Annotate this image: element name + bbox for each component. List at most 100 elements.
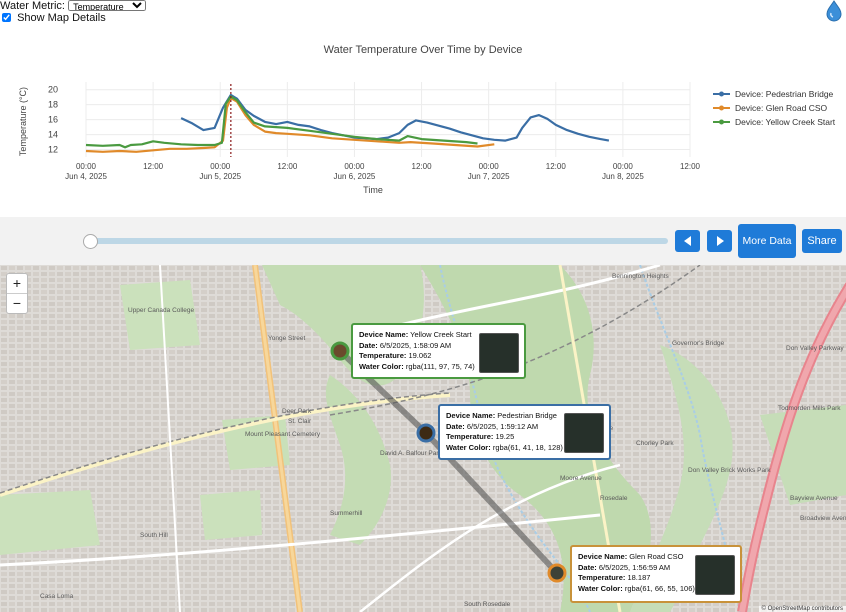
popup-device-name: Pedestrian Bridge: [497, 411, 557, 420]
timeline-bar: More Data Share: [0, 217, 846, 265]
more-data-button[interactable]: More Data: [738, 224, 796, 258]
metric-row: Water Metric: Temperature: [0, 0, 147, 12]
triangle-right-icon: [716, 236, 724, 246]
x-tick-time: 12:00: [412, 162, 433, 171]
chart-title: Water Temperature Over Time by Device: [324, 44, 523, 56]
x-tick-time: 12:00: [277, 162, 298, 171]
popup-water-color: rgba(61, 41, 18, 128): [492, 442, 563, 452]
series-line-2[interactable]: [85, 95, 478, 149]
popup-date: 6/5/2025, 1:58:09 AM: [379, 340, 452, 350]
popup-device-name: Yellow Creek Start: [410, 330, 472, 339]
series-line-0[interactable]: [180, 93, 610, 142]
map-place-label: Bennington Heights: [612, 273, 669, 280]
map-place-label: Bayview Avenue: [790, 495, 838, 502]
popup-temperature: 19.062: [408, 351, 432, 360]
map-place-label: St. Clair: [288, 418, 312, 425]
temperature-chart: Water Temperature Over Time by Device Te…: [18, 44, 836, 195]
popup-date-line: Date: 6/5/2025, 1:56:59 AM: [578, 562, 671, 572]
map-place-label: David A. Balfour Park: [380, 450, 442, 457]
x-tick-time: 00:00: [479, 162, 500, 171]
y-tick-label: 18: [48, 100, 58, 110]
show-details-checkbox[interactable]: [2, 13, 11, 22]
map-place-label: South Rosedale: [464, 601, 511, 608]
zoom-out-button[interactable]: −: [7, 293, 27, 313]
time-slider-handle[interactable]: [83, 234, 98, 249]
map-place-label: Moore Avenue: [560, 475, 602, 482]
map-place-label: Don Valley Parkway: [786, 345, 844, 352]
chart-lines: [85, 84, 610, 157]
popup-temp-line: Temperature: 19.25: [446, 432, 515, 441]
details-row: Show Map Details: [2, 12, 106, 24]
water-photo-thumbnail[interactable]: [479, 333, 519, 373]
next-button[interactable]: [707, 230, 732, 252]
y-tick-label: 16: [48, 115, 58, 125]
legend-label[interactable]: Device: Pedestrian Bridge: [735, 89, 834, 99]
series-line-1[interactable]: [85, 96, 495, 153]
x-tick-date: Jun 6, 2025: [334, 172, 376, 181]
map-place-label: Summerhill: [330, 510, 363, 517]
popup-temp-line: Temperature: 19.062: [359, 351, 432, 360]
y-tick-label: 20: [48, 85, 58, 95]
legend-swatch-dot: [719, 119, 724, 125]
x-tick-time: 12:00: [546, 162, 567, 171]
x-tick-date: Jun 7, 2025: [468, 172, 510, 181]
zoom-in-button[interactable]: +: [12, 275, 22, 291]
popup-color-line: Water Color: rgba(111, 97, 75, 74): [359, 361, 475, 371]
popup-glen-road[interactable]: Device Name: Glen Road CSO Date: 6/5/202…: [570, 545, 742, 603]
popup-water-color: rgba(111, 97, 75, 74): [405, 361, 475, 371]
map-place-label: Yonge Street: [268, 335, 306, 342]
map-place-label: Upper Canada College: [128, 307, 195, 314]
time-slider-track[interactable]: [90, 238, 668, 244]
map-place-label: Casa Loma: [40, 593, 74, 600]
map-place-label: Mount Pleasant Cemetery: [245, 431, 321, 438]
chart-grid: [85, 82, 691, 157]
triangle-left-icon: [683, 236, 691, 246]
popup-date: 6/5/2025, 1:56:59 AM: [598, 562, 671, 572]
popup-date-line: Date: 6/5/2025, 1:58:09 AM: [359, 340, 452, 350]
water-photo-thumbnail[interactable]: [695, 555, 735, 595]
legend-swatch-dot: [719, 105, 724, 111]
popup-temperature: 18.187: [627, 573, 651, 582]
map-place-label: Broadview Avenue: [800, 515, 846, 522]
map-attribution[interactable]: © OpenStreetMap contributors: [758, 606, 846, 612]
popup-color-line: Water Color: rgba(61, 41, 18, 128): [446, 442, 563, 452]
popup-pedestrian-bridge[interactable]: Device Name: Pedestrian Bridge Date: 6/5…: [438, 404, 611, 460]
popup-color-line: Water Color: rgba(61, 66, 55, 106): [578, 583, 695, 593]
chart-legend[interactable]: Device: Pedestrian Bridge Device: Glen Ro…: [713, 89, 836, 127]
water-drop-icon: [824, 0, 844, 27]
map-place-label: South Hill: [140, 532, 168, 539]
map-place-label: Governor's Bridge: [672, 340, 725, 347]
popup-device-name: Glen Road CSO: [629, 552, 684, 561]
x-tick-date: Jun 8, 2025: [602, 172, 644, 181]
map-place-label: Don Valley Brick Works Park: [688, 467, 771, 474]
metric-select[interactable]: Temperature: [68, 0, 147, 11]
share-button[interactable]: Share: [802, 229, 842, 253]
x-tick-date: Jun 5, 2025: [199, 172, 241, 181]
y-tick-label: 14: [48, 130, 58, 140]
legend-label[interactable]: Device: Glen Road CSO: [735, 103, 828, 113]
map-place-label: Deer Park: [282, 408, 312, 415]
metric-label: Water Metric:: [0, 0, 65, 12]
popup-water-color: rgba(61, 66, 55, 106): [624, 583, 695, 593]
map[interactable]: Upper Canada College Yonge Street Deer Par…: [0, 265, 846, 612]
popup-yellow-creek[interactable]: Device Name: Yellow Creek Start Date: 6/…: [351, 323, 526, 379]
x-tick-date: Jun 4, 2025: [65, 172, 107, 181]
popup-temperature: 19.25: [495, 432, 515, 441]
zoom-control: + −: [6, 273, 28, 314]
chart-x-axis-label: Time: [363, 185, 383, 195]
chart-y-axis-label: Temperature (°C): [18, 87, 28, 156]
legend-label[interactable]: Device: Yellow Creek Start: [735, 117, 836, 127]
legend-swatch-dot: [719, 91, 724, 97]
popup-device-line: Device Name: Glen Road CSO: [578, 552, 684, 561]
x-tick-time: 00:00: [613, 162, 634, 171]
popup-device-line: Device Name: Yellow Creek Start: [359, 330, 472, 339]
x-tick-time: 00:00: [210, 162, 231, 171]
x-tick-time: 12:00: [143, 162, 164, 171]
popup-device-line: Device Name: Pedestrian Bridge: [446, 411, 557, 420]
map-place-label: Todmorden Mills Park: [778, 405, 841, 412]
water-photo-thumbnail[interactable]: [564, 413, 604, 453]
prev-button[interactable]: [675, 230, 700, 252]
y-tick-label: 12: [48, 145, 58, 155]
map-place-label: Rosedale: [600, 495, 628, 502]
